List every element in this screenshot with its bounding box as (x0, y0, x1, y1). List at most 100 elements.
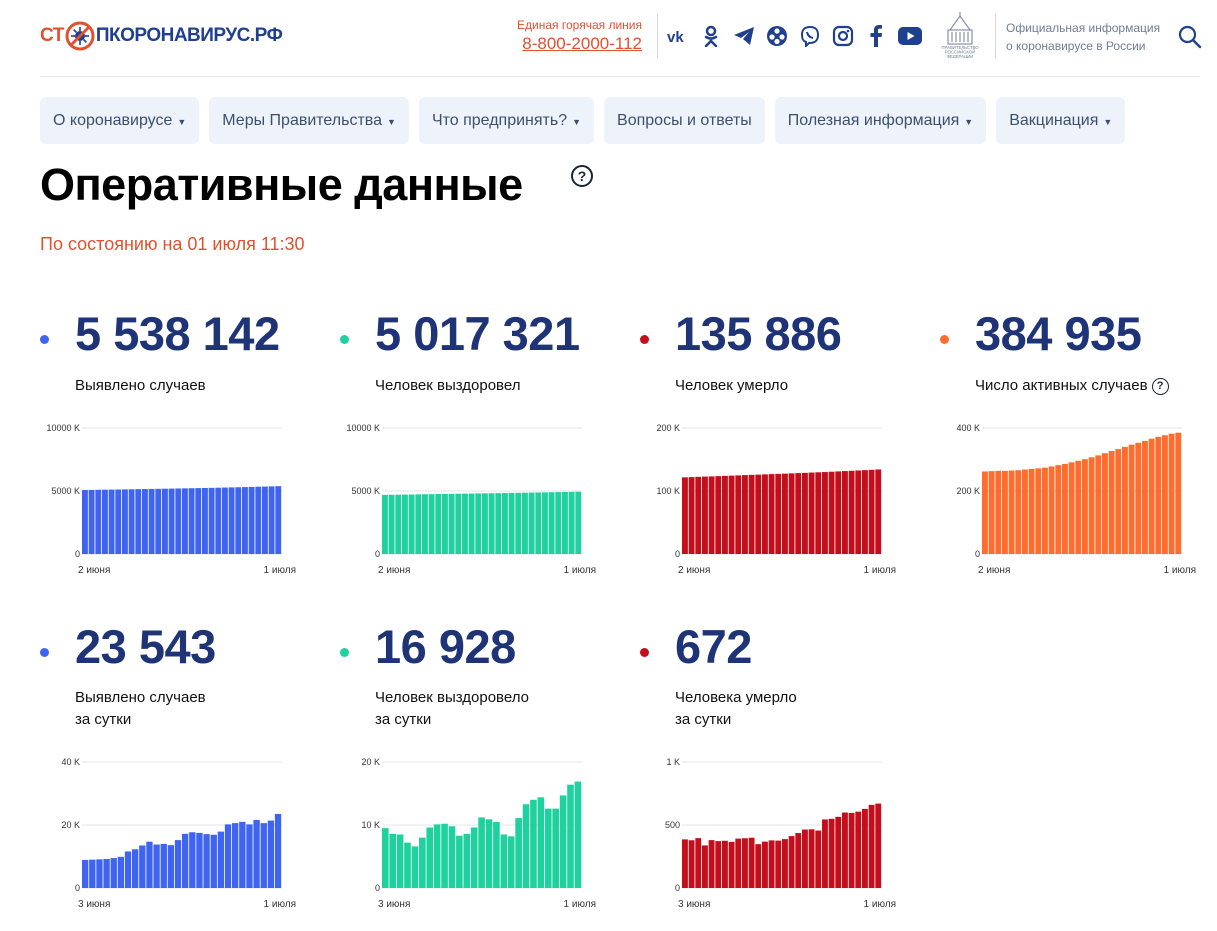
y-tick-label: 20 K (361, 757, 380, 767)
y-tick-label: 5000 K (351, 486, 380, 496)
x-tick-label-start: 2 июня (378, 565, 410, 576)
mini-bar-chart: 20 K 10 K 0 3 июня 1 июля (361, 757, 596, 910)
chart-bar (203, 834, 210, 888)
chart-bar (89, 859, 96, 888)
chart-bar (1022, 469, 1028, 554)
instagram-icon[interactable] (831, 24, 855, 48)
nav-item-faq[interactable]: Вопросы и ответы (604, 97, 765, 144)
y-tick-label: 400 K (956, 423, 980, 433)
chart-bar (268, 486, 275, 554)
chart-bar (160, 843, 167, 888)
x-tick-label-start: 2 июня (78, 565, 110, 576)
mini-bar-chart: 10000 K 5000 K 0 2 июня 1 июля (46, 423, 296, 576)
chart-bar (795, 473, 802, 554)
chart-bar (462, 493, 468, 554)
nav-item-government-measures[interactable]: Меры Правительства ▼ (209, 97, 409, 144)
chart-bar (260, 823, 267, 888)
chart-bar (485, 819, 493, 888)
chart-bar (228, 487, 235, 554)
svg-text:vk: vk (667, 29, 684, 43)
chevron-down-icon: ▼ (177, 117, 187, 127)
chart-bar (567, 784, 574, 888)
nav-item-useful-info[interactable]: Полезная информация ▼ (774, 97, 987, 144)
y-tick-label: 40 K (61, 757, 80, 767)
chart-bar (155, 488, 162, 554)
y-tick-label: 10000 K (346, 423, 380, 433)
chart-bar (802, 472, 808, 554)
chart-bar (242, 487, 248, 554)
chart-bar (1135, 442, 1142, 554)
chart-bar (868, 804, 875, 888)
government-building-icon: ПРАВИТЕЛЬСТВО РОССИЙСКОЙ ФЕДЕРАЦИИ (941, 12, 979, 59)
chart-bar (828, 471, 835, 554)
y-tick-label: 10 K (361, 820, 380, 830)
social-links: vk (666, 24, 923, 48)
y-tick-label: 0 (75, 549, 80, 559)
chart-bar (488, 493, 495, 554)
help-icon[interactable]: ? (1151, 377, 1169, 395)
chart-bar (215, 487, 222, 554)
facebook-icon[interactable] (864, 24, 888, 48)
chevron-down-icon: ▼ (387, 117, 396, 127)
government-emblem[interactable]: ПРАВИТЕЛЬСТВО РОССИЙСКОЙ ФЕДЕРАЦИИ (934, 10, 986, 59)
chart-bar (688, 477, 695, 554)
mini-bar-chart: 1 K 500 0 3 июня 1 июля (665, 757, 896, 910)
official-info-line1: Официальная информация (1006, 21, 1161, 35)
chart-bar (117, 856, 125, 888)
chart-bar (448, 826, 456, 888)
site-logo[interactable]: СТ ПКОРОНАВИРУС.РФ (40, 20, 283, 52)
y-tick-label: 0 (375, 883, 380, 893)
chart-bar (559, 795, 567, 888)
viber-icon[interactable] (798, 24, 822, 48)
chart-bar (1095, 455, 1102, 554)
chart-bar (132, 849, 139, 888)
logo-text-start: СТ (40, 25, 64, 46)
chart-bar (728, 475, 735, 554)
chart-bar (795, 833, 802, 888)
chart-bar (708, 476, 715, 554)
stat-label-line2: за сутки (375, 711, 432, 728)
chart-bar (448, 493, 455, 554)
chart-bar (1062, 463, 1068, 554)
chart-bar (253, 819, 260, 888)
chart-bar (1008, 470, 1015, 554)
chart-bar (544, 808, 552, 888)
chart-bar (515, 492, 522, 554)
chart-bar (239, 821, 246, 888)
stat-label: Человек выздоровело за сутки (375, 687, 529, 731)
youtube-icon[interactable] (897, 24, 923, 48)
chart-bar (500, 834, 508, 888)
odnoklassniki-icon[interactable] (699, 24, 723, 48)
chart-bar (482, 493, 488, 554)
search-button[interactable] (1177, 24, 1203, 50)
series-color-dot (40, 648, 49, 657)
nav-item-vaccination[interactable]: Вакцинация ▼ (996, 97, 1126, 144)
help-icon[interactable]: ? (571, 165, 593, 187)
stat-label: Человек выздоровел (375, 375, 520, 397)
chart-bar (735, 475, 742, 554)
hotline-number-link[interactable]: 8-800-2000-112 (522, 34, 642, 53)
nav-item-about-coronavirus[interactable]: О коронавирусе ▼ (40, 97, 200, 144)
rutube-icon[interactable] (765, 24, 789, 48)
chart-bar (95, 489, 102, 554)
chart-bar (262, 486, 268, 554)
chart-bar (875, 803, 882, 888)
chart-bar (224, 824, 232, 888)
chart-bar (1175, 432, 1182, 554)
chart-bar (248, 486, 255, 554)
header-divider (40, 76, 1200, 77)
chart-bar (115, 489, 122, 554)
chart-bar (175, 488, 182, 554)
telegram-icon[interactable] (732, 24, 756, 48)
y-tick-label: 200 K (656, 423, 680, 433)
chart-bar (842, 812, 848, 888)
x-tick-label-start: 2 июня (978, 565, 1010, 576)
chart-bar (1075, 460, 1082, 554)
chart-bar (868, 469, 875, 554)
chart-bar (402, 494, 408, 554)
vk-icon[interactable]: vk (666, 24, 690, 48)
nav-item-what-to-do[interactable]: Что предпринять? ▼ (418, 97, 595, 144)
chart-bar (828, 818, 835, 888)
stat-label-line1: Человек умерло (675, 377, 789, 394)
chart-bar (568, 491, 575, 554)
